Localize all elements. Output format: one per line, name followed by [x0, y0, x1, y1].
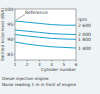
- axis-title: Emitted noise level dB(A): [0, 8, 5, 62]
- legend-title: rpm: [78, 17, 87, 22]
- tick-label: 95: [7, 22, 13, 27]
- tick: [14, 39, 16, 40]
- tick-label: 2: [26, 62, 29, 67]
- tick: [14, 24, 16, 25]
- series-group: [15, 21, 76, 48]
- caption: Diesel injection engine: [2, 76, 49, 81]
- tick: [14, 9, 16, 10]
- series-line: [15, 21, 76, 25]
- tick-label: 90: [7, 37, 13, 42]
- plot-frame: [15, 9, 76, 60]
- chart: 859095100123456Emitted noise level dB(A)…: [0, 0, 100, 94]
- tick-label: 85: [7, 52, 13, 57]
- caption: Noise reading 1 m in front of engine: [2, 82, 76, 87]
- series-label: 1 800: [78, 37, 91, 42]
- series-line: [15, 30, 76, 35]
- series-label: 2 600: [78, 23, 91, 28]
- tick-label: 1: [14, 62, 17, 67]
- annotation: Reference: [25, 10, 48, 15]
- annotation-arrow: [16, 15, 25, 21]
- tick-label: 100: [4, 7, 13, 12]
- series-line: [15, 35, 76, 40]
- tick: [14, 54, 16, 55]
- series-label: 1 400: [78, 46, 91, 51]
- series-line: [15, 42, 76, 48]
- axis-title: Cylinder number: [41, 67, 76, 72]
